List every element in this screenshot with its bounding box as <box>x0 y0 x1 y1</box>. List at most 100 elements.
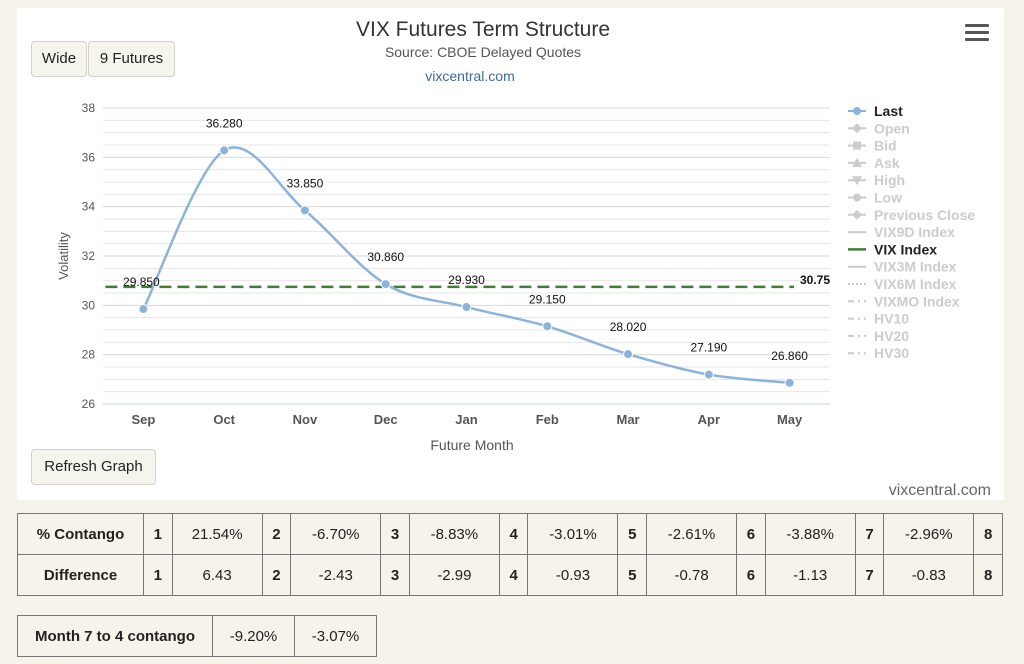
month-index: 1 <box>143 513 173 555</box>
table-cell: -0.78 <box>646 554 738 596</box>
table-row: Difference 1 6.43 2 -2.43 3 -2.99 4 -0.93 5 -0.78 6… <box>16 554 1003 596</box>
hamburger-menu-icon[interactable] <box>965 24 989 44</box>
legend-label: HV10 <box>874 311 909 327</box>
month-index: 3 <box>380 554 410 596</box>
refresh-graph-button[interactable]: Refresh Graph <box>31 449 156 485</box>
month-index: 1 <box>143 554 173 596</box>
row-label: Difference <box>16 554 145 596</box>
legend-item-vixmo-index[interactable]: VIXMO Index <box>848 293 960 309</box>
last-data-label: 29.150 <box>529 292 566 306</box>
x-axis-title: Future Month <box>430 437 513 453</box>
legend-label: HV20 <box>874 328 909 344</box>
legend-label: VIXMO Index <box>874 293 960 309</box>
legend-label: VIX6M Index <box>874 276 957 292</box>
table-cell: -0.83 <box>883 554 975 596</box>
legend-symbol <box>852 157 862 167</box>
wide-button[interactable]: Wide <box>31 41 87 77</box>
legend-symbol <box>852 209 862 220</box>
last-data-label: 29.850 <box>123 275 160 289</box>
vix-index-label: 30.75 <box>800 273 830 287</box>
legend-item-vix-index[interactable]: VIX Index <box>848 241 937 257</box>
table-cell: -3.07% <box>294 615 377 657</box>
last-data-label: 33.850 <box>287 176 324 190</box>
table-cell: -2.43 <box>290 554 382 596</box>
table-cell: -0.93 <box>527 554 619 596</box>
last-point <box>542 321 553 332</box>
month-index: 2 <box>261 554 292 596</box>
legend-label: HV30 <box>874 345 909 361</box>
legend-item-vix9d-index[interactable]: VIX9D Index <box>848 224 955 240</box>
last-data-label: 27.190 <box>690 341 727 355</box>
chart-subtitle: Source: CBOE Delayed Quotes <box>385 44 581 60</box>
last-point <box>299 205 310 216</box>
table-cell: 6.43 <box>171 554 263 596</box>
month-index: 8 <box>973 554 1003 596</box>
nine-futures-button[interactable]: 9 Futures <box>88 41 175 77</box>
legend-item-high[interactable]: High <box>848 172 905 188</box>
last-point <box>703 369 714 380</box>
legend-symbol <box>853 141 861 150</box>
legend-label: Low <box>874 190 902 206</box>
legend-label: VIX3M Index <box>874 259 957 275</box>
table-cell: -3.88% <box>764 513 856 555</box>
chart-panel <box>17 8 1004 500</box>
last-data-label: 29.930 <box>448 273 485 287</box>
table-cell: -2.96% <box>883 513 975 555</box>
month-contango-table: Month 7 to 4 contango -9.20% -3.07% <box>17 615 377 657</box>
legend-item-open[interactable]: Open <box>848 120 910 136</box>
last-point <box>380 279 391 290</box>
row-label: Month 7 to 4 contango <box>17 615 213 657</box>
table-cell: -6.70% <box>290 513 382 555</box>
month-index: 8 <box>973 513 1003 555</box>
row-label: % Contango <box>16 513 145 555</box>
y-tick-label: 26 <box>82 397 96 411</box>
x-tick-label: Jan <box>455 412 477 427</box>
x-tick-label: Apr <box>698 412 720 427</box>
last-data-label: 30.860 <box>367 250 404 264</box>
y-tick-label: 32 <box>82 249 96 263</box>
legend-item-last[interactable]: Last <box>848 103 903 119</box>
x-tick-label: Oct <box>213 412 235 427</box>
chart-site-link[interactable]: vixcentral.com <box>425 68 514 84</box>
last-data-label: 36.280 <box>206 116 243 130</box>
x-tick-label: Feb <box>536 412 559 427</box>
last-data-label: 26.860 <box>771 349 808 363</box>
table-cell: -9.20% <box>212 615 295 657</box>
legend-item-hv30[interactable]: HV30 <box>848 345 909 361</box>
legend-symbol <box>852 176 862 186</box>
table-cell: -8.83% <box>408 513 500 555</box>
y-tick-label: 30 <box>82 298 96 312</box>
legend-item-previous-close[interactable]: Previous Close <box>848 207 975 223</box>
legend-symbol <box>852 123 862 134</box>
legend-label: Previous Close <box>874 207 975 223</box>
table-row: Month 7 to 4 contango -9.20% -3.07% <box>17 615 377 657</box>
credit-text[interactable]: vixcentral.com <box>889 482 991 499</box>
legend-symbol <box>853 193 861 202</box>
x-tick-label: Nov <box>293 412 318 427</box>
chart-title: VIX Futures Term Structure <box>356 18 610 41</box>
x-tick-label: Dec <box>374 412 398 427</box>
legend-label: VIX9D Index <box>874 224 955 240</box>
legend-symbol <box>853 107 861 115</box>
contango-table: % Contango 1 21.54% 2 -6.70% 3 -8.83% 4 -3.01% 5-… <box>16 513 1003 596</box>
legend-label: High <box>874 172 905 188</box>
last-point <box>461 302 472 313</box>
legend-item-low[interactable]: Low <box>848 190 902 206</box>
month-index: 2 <box>261 513 292 555</box>
table-cell: -3.01% <box>527 513 619 555</box>
month-index: 5 <box>617 513 648 555</box>
y-tick-label: 28 <box>82 348 96 362</box>
month-index: 7 <box>854 513 885 555</box>
legend-item-hv10[interactable]: HV10 <box>848 311 909 327</box>
x-tick-label: Mar <box>616 412 639 427</box>
month-index: 6 <box>736 513 766 555</box>
month-index: 3 <box>380 513 410 555</box>
legend-item-bid[interactable]: Bid <box>848 138 897 154</box>
month-index: 7 <box>854 554 885 596</box>
legend-item-hv20[interactable]: HV20 <box>848 328 909 344</box>
x-tick-label: May <box>777 412 803 427</box>
legend-item-vix6m-index[interactable]: VIX6M Index <box>848 276 957 292</box>
legend-item-ask[interactable]: Ask <box>848 155 900 171</box>
table-cell: -2.61% <box>646 513 738 555</box>
legend-item-vix3m-index[interactable]: VIX3M Index <box>848 259 957 275</box>
